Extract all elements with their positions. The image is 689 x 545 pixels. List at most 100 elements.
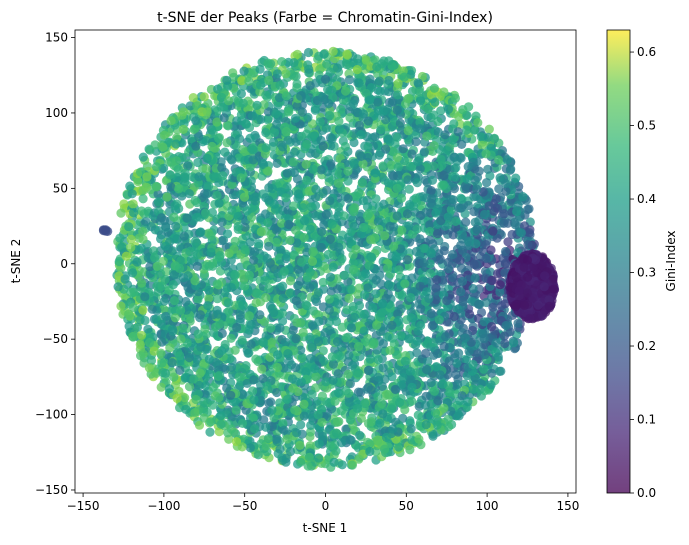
- scatter-point: [378, 161, 388, 171]
- scatter-point: [523, 240, 533, 250]
- scatter-point: [281, 127, 291, 137]
- scatter-point: [328, 262, 338, 272]
- scatter-point: [256, 80, 266, 90]
- scatter-point: [173, 164, 183, 174]
- scatter-point: [191, 141, 201, 151]
- scatter-point: [236, 173, 246, 183]
- scatter-point: [272, 387, 282, 398]
- scatter-point: [225, 314, 235, 324]
- scatter-point: [358, 159, 368, 169]
- scatter-point: [389, 241, 399, 251]
- scatter-point: [150, 252, 160, 263]
- scatter-point: [450, 93, 460, 103]
- scatter-point: [159, 130, 169, 140]
- scatter-point: [255, 310, 265, 320]
- scatter-point: [126, 234, 136, 244]
- scatter-point: [212, 294, 222, 304]
- scatter-point: [373, 372, 383, 382]
- scatter-point: [318, 188, 328, 199]
- scatter-point: [299, 411, 309, 421]
- scatter-point: [334, 351, 345, 361]
- scatter-point: [411, 193, 421, 203]
- scatter-point: [363, 142, 373, 152]
- scatter-point: [217, 346, 227, 356]
- scatter-point: [469, 192, 479, 202]
- scatter-point: [429, 141, 439, 151]
- scatter-point: [404, 221, 414, 231]
- scatter-point: [469, 125, 479, 135]
- scatter-point: [404, 184, 414, 194]
- scatter-point: [196, 227, 206, 237]
- scatter-point: [137, 206, 147, 216]
- scatter-point: [506, 164, 516, 174]
- scatter-point: [296, 377, 306, 387]
- scatter-point: [518, 192, 528, 202]
- scatter-point: [245, 162, 255, 172]
- scatter-point: [230, 270, 240, 280]
- scatter-point: [384, 56, 394, 66]
- scatter-point: [251, 298, 261, 308]
- scatter-point: [438, 180, 448, 190]
- scatter-point: [277, 57, 287, 67]
- scatter-point: [415, 281, 425, 291]
- scatter-point: [289, 168, 299, 178]
- scatter-point: [387, 372, 397, 382]
- scatter-point: [405, 200, 415, 210]
- scatter-point: [268, 137, 279, 147]
- scatter-point: [128, 332, 138, 342]
- scatter-point: [379, 199, 389, 209]
- scatter-point: [217, 328, 227, 339]
- scatter-point: [138, 194, 148, 204]
- scatter-point: [301, 366, 311, 377]
- scatter-point: [220, 147, 230, 157]
- scatter-point: [129, 287, 139, 297]
- scatter-point: [259, 160, 269, 170]
- scatter-point: [313, 337, 324, 347]
- scatter-point: [192, 101, 202, 111]
- scatter-point: [252, 100, 262, 110]
- scatter-point: [396, 331, 406, 341]
- scatter-point: [296, 420, 306, 430]
- scatter-point: [265, 352, 275, 362]
- scatter-point: [226, 424, 236, 434]
- scatter-point: [200, 324, 210, 334]
- scatter-point: [320, 74, 331, 84]
- scatter-point: [283, 135, 293, 145]
- scatter-point: [259, 337, 269, 348]
- scatter-point: [236, 89, 246, 99]
- scatter-point: [497, 301, 507, 311]
- scatter-point: [363, 365, 373, 376]
- scatter-point: [313, 310, 324, 320]
- scatter-point: [192, 212, 202, 222]
- scatter-point: [190, 408, 200, 418]
- scatter-point: [275, 444, 285, 454]
- scatter-point: [278, 455, 288, 465]
- scatter-point: [430, 97, 440, 107]
- scatter-point: [373, 355, 383, 365]
- scatter-point: [190, 236, 201, 246]
- scatter-point: [328, 359, 338, 369]
- scatter-point: [281, 91, 291, 101]
- scatter-point: [249, 375, 259, 385]
- scatter-point: [190, 276, 200, 286]
- scatter-point: [204, 293, 214, 303]
- scatter-point: [374, 106, 384, 116]
- scatter-point: [245, 237, 255, 247]
- scatter-point: [287, 374, 298, 384]
- scatter-point: [245, 443, 255, 453]
- scatter-point: [296, 91, 306, 101]
- scatter-point: [325, 196, 335, 206]
- scatter-point: [317, 391, 327, 401]
- scatter-point: [427, 175, 438, 185]
- scatter-point: [463, 397, 473, 407]
- scatter-point: [378, 299, 388, 309]
- scatter-point: [285, 446, 296, 457]
- scatter-point: [241, 119, 251, 129]
- scatter-point: [443, 104, 454, 114]
- scatter-point: [482, 178, 492, 188]
- scatter-point: [127, 189, 137, 199]
- scatter-point: [269, 128, 280, 138]
- scatter-point: [321, 377, 331, 387]
- scatter-point: [203, 301, 213, 311]
- scatter-point: [397, 290, 407, 300]
